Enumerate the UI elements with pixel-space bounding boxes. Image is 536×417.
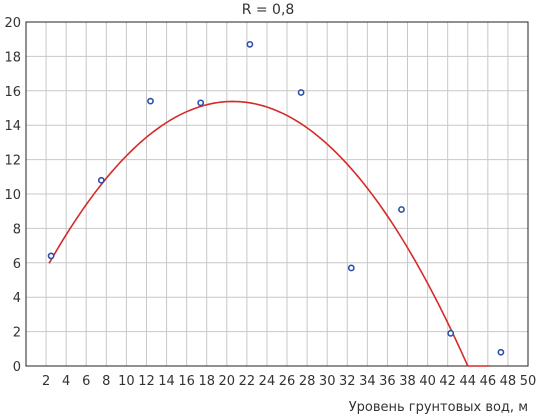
y-tick-label: 2 <box>13 326 21 341</box>
x-tick-label: 28 <box>299 374 316 389</box>
chart-title: R = 0,8 <box>242 2 295 18</box>
y-tick-label: 14 <box>4 119 21 134</box>
x-tick-label: 12 <box>138 374 155 389</box>
data-point <box>197 99 205 107</box>
y-tick-label: 18 <box>4 50 21 65</box>
trend-layer <box>48 100 490 367</box>
x-tick-label: 32 <box>339 374 356 389</box>
x-tick-label: 36 <box>379 374 396 389</box>
x-tick-label: 26 <box>279 374 296 389</box>
y-tick-labels: 0 2 4 6 8 10 12 14 16 18 20 <box>4 16 21 375</box>
x-tick-label: 38 <box>399 374 416 389</box>
plot-frame <box>25 21 529 367</box>
x-tick-label: 30 <box>319 374 336 389</box>
x-tick-label: 44 <box>459 374 476 389</box>
trend-curve <box>48 100 490 367</box>
axes <box>25 21 529 367</box>
x-tick-label: 6 <box>82 374 90 389</box>
y-tick-label: 6 <box>13 257 21 272</box>
y-tick-label: 12 <box>4 154 21 169</box>
x-tick-label: 46 <box>480 374 497 389</box>
x-tick-label: 34 <box>359 374 376 389</box>
points-layer <box>47 40 505 356</box>
data-point <box>246 40 254 48</box>
x-tick-label: 2 <box>42 374 50 389</box>
x-axis-label: Уровень грунтовых вод, м <box>349 400 528 415</box>
x-tick-label: 20 <box>219 374 236 389</box>
y-tick-label: 4 <box>13 291 21 306</box>
data-point <box>347 264 355 272</box>
data-point <box>47 252 55 260</box>
x-tick-label: 16 <box>178 374 195 389</box>
y-tick-label: 16 <box>4 85 21 100</box>
x-tick-label: 42 <box>439 374 456 389</box>
x-tick-label: 4 <box>62 374 70 389</box>
data-point <box>147 97 154 105</box>
data-point <box>447 329 455 337</box>
data-point <box>398 206 405 213</box>
y-tick-label: 0 <box>13 360 21 375</box>
data-point <box>297 89 305 96</box>
x-tick-label: 14 <box>158 374 175 389</box>
y-tick-label: 10 <box>4 188 21 203</box>
x-tick-label: 10 <box>118 374 135 389</box>
x-tick-label: 50 <box>520 374 536 389</box>
x-tick-label: 22 <box>239 374 256 389</box>
x-tick-label: 8 <box>102 374 110 389</box>
grid <box>26 22 528 366</box>
x-tick-label: 18 <box>198 374 215 389</box>
x-tick-label: 40 <box>419 374 436 389</box>
x-tick-label: 48 <box>500 374 517 389</box>
y-tick-label: 8 <box>13 222 21 237</box>
x-tick-label: 24 <box>259 374 276 389</box>
y-tick-label: 20 <box>4 16 21 31</box>
x-tick-labels: 2 4 6 8 10 12 14 16 18 20 22 24 26 28 30 32 34 36 38 40 42 44… <box>42 374 536 389</box>
data-point <box>497 348 505 356</box>
data-point <box>97 176 105 184</box>
